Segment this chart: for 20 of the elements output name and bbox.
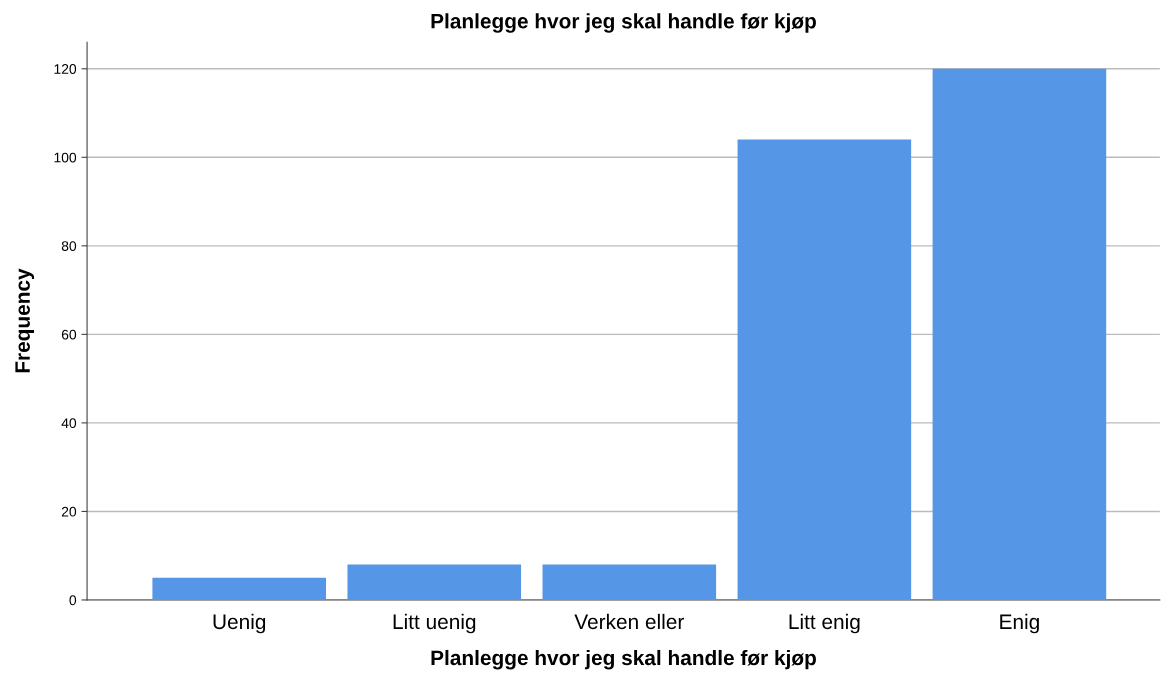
x-axis-title: Planlegge hvor jeg skal handle før kjøp — [431, 649, 816, 670]
bar — [932, 68, 1107, 600]
chart-title: Planlegge hvor jeg skal handle før kjøp — [431, 13, 816, 33]
bar — [542, 564, 717, 600]
y-tick-label: 0 — [69, 595, 77, 606]
x-tick-label: Litt uenig — [393, 613, 476, 634]
bar — [152, 577, 327, 600]
x-tick-label: Verken eller — [574, 613, 684, 630]
x-tick-label: Uenig — [213, 613, 266, 634]
x-tick-label: Enig — [1000, 613, 1039, 634]
y-tick-label: 80 — [61, 241, 77, 252]
y-tick-label: 20 — [61, 506, 77, 517]
x-tick-label: Litt enig — [789, 613, 860, 634]
bar — [347, 564, 522, 600]
bar — [737, 139, 912, 600]
y-tick-label: 100 — [54, 152, 77, 163]
y-tick-label: 40 — [61, 418, 77, 429]
y-tick-label: 120 — [54, 64, 77, 74]
y-axis-title: Frequency — [15, 268, 35, 373]
y-tick-label: 60 — [61, 329, 77, 340]
